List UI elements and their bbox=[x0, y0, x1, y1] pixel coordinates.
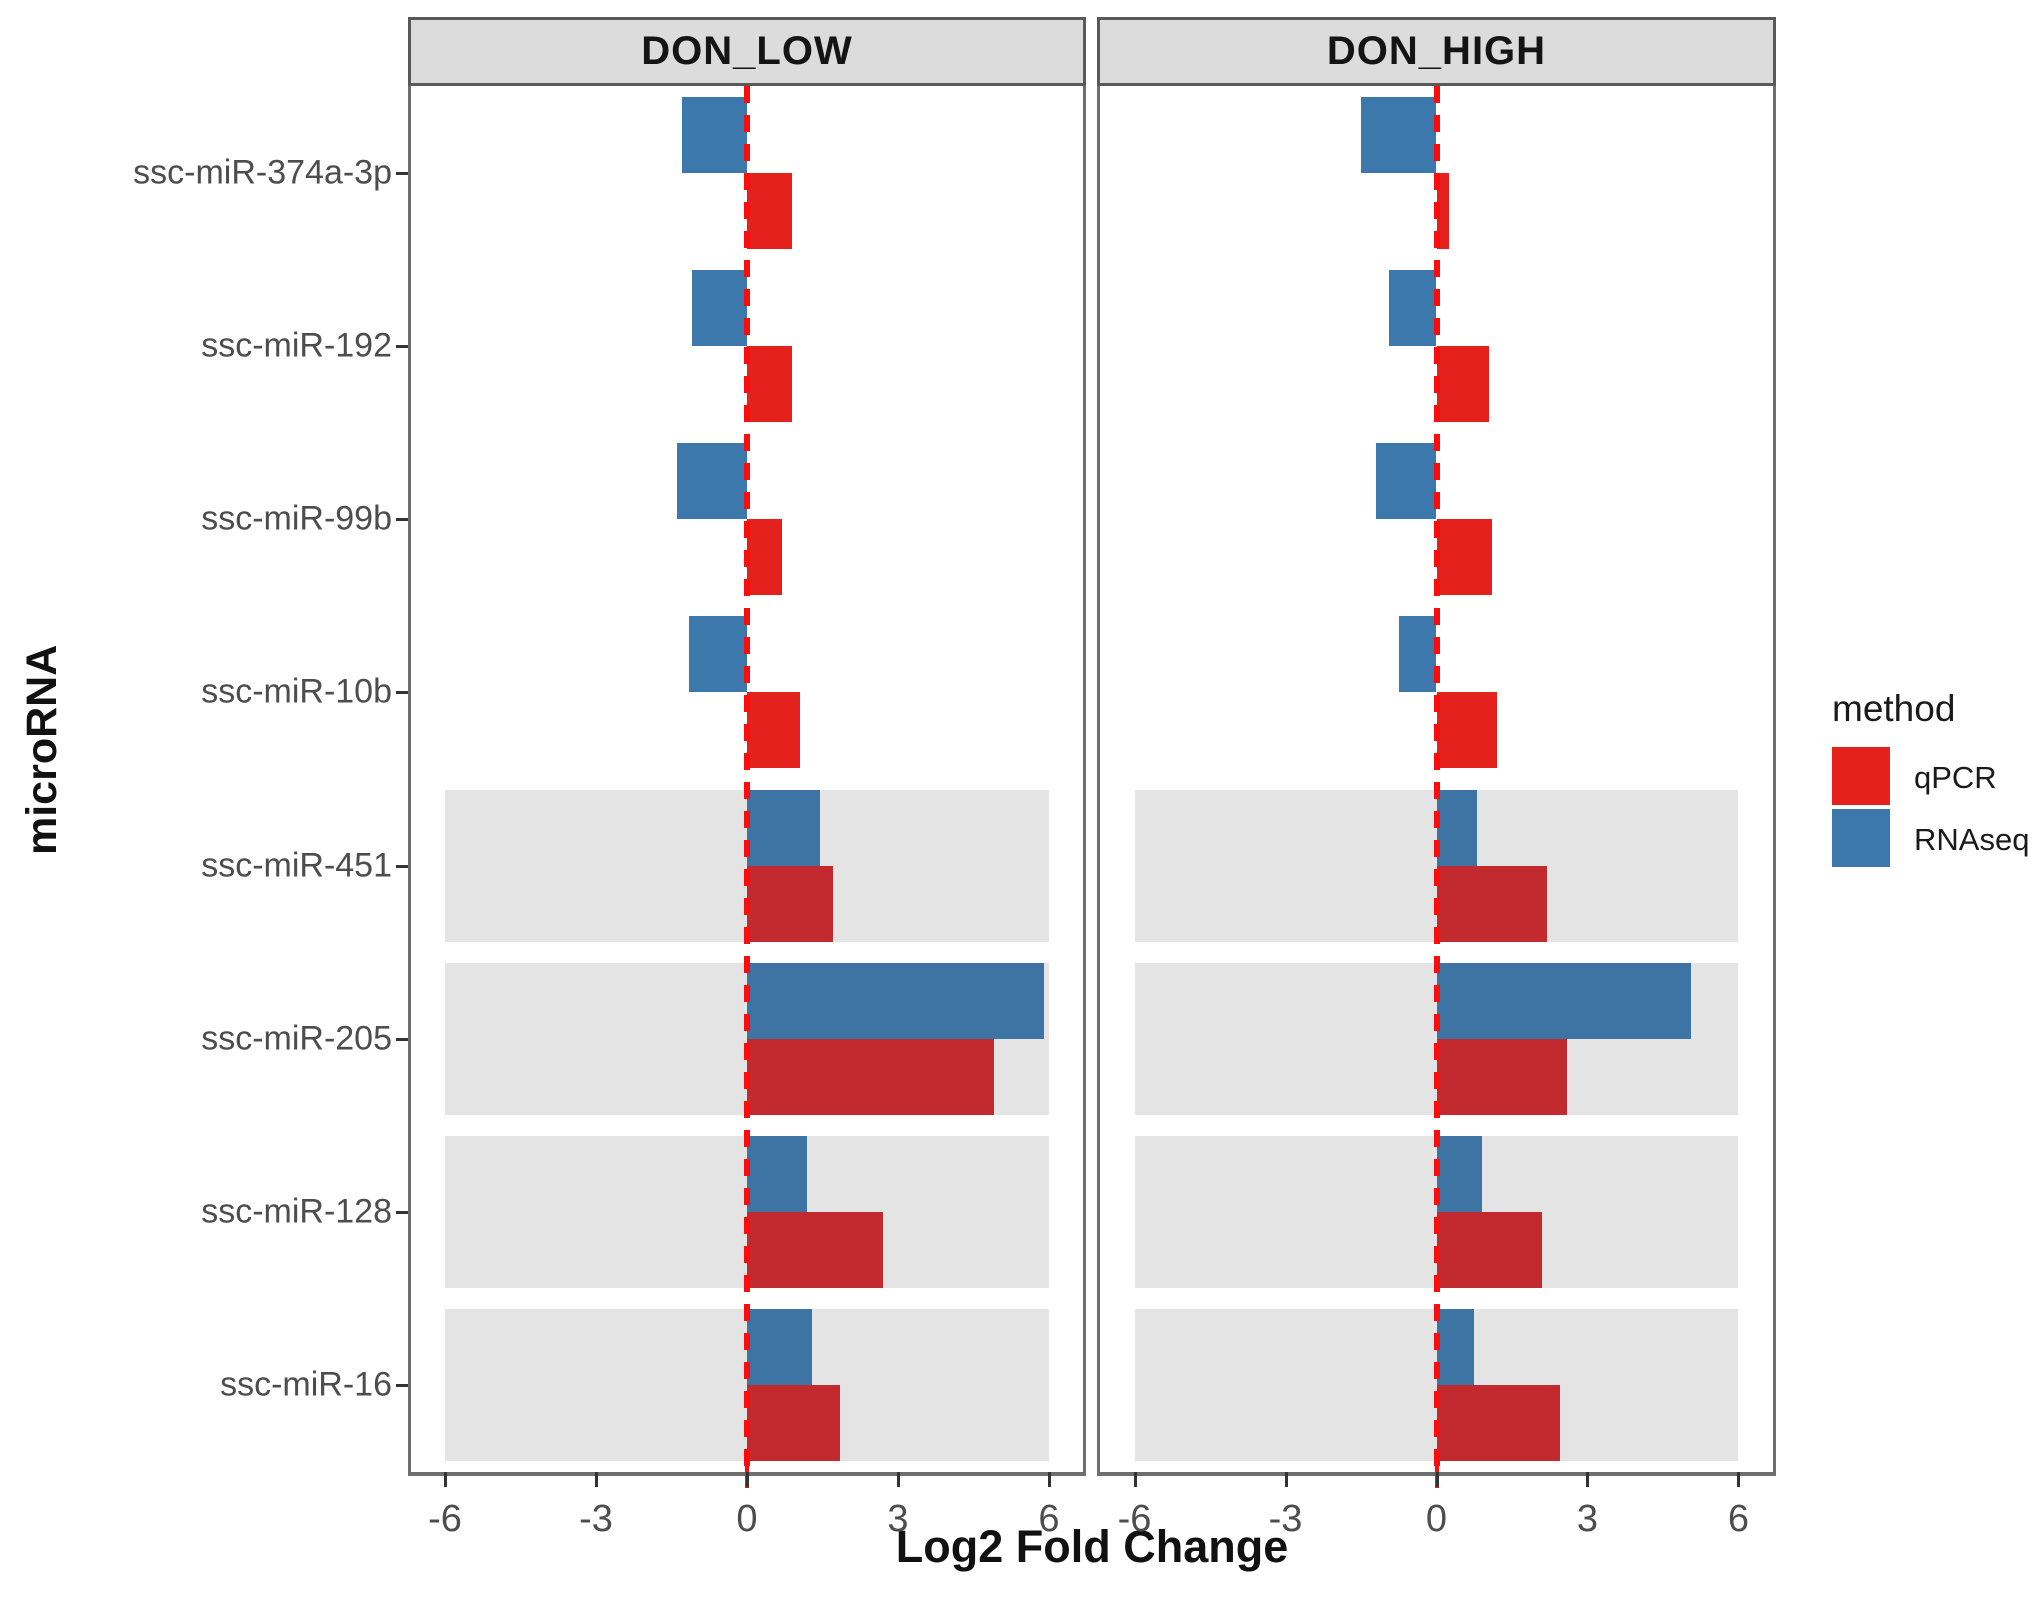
y-axis-label: ssc-miR-10b bbox=[201, 672, 392, 711]
x-tick-label: -6 bbox=[428, 1498, 462, 1540]
bar-qpcr-ssc-miR-205 bbox=[1436, 1038, 1568, 1115]
bar-qpcr-ssc-miR-451 bbox=[747, 865, 833, 942]
x-tick-label: 0 bbox=[1425, 1498, 1448, 1540]
bar-rnaseq-ssc-miR-128 bbox=[1436, 1136, 1482, 1213]
bar-qpcr-ssc-miR-99b bbox=[1436, 519, 1492, 596]
x-tick bbox=[1284, 1472, 1288, 1487]
facet-title-don-low: DON_LOW bbox=[641, 29, 853, 73]
legend-title: method bbox=[1832, 688, 1956, 729]
x-tick-label: 0 bbox=[736, 1498, 758, 1540]
bar-qpcr-ssc-miR-128 bbox=[1436, 1212, 1543, 1289]
bar-qpcr-ssc-miR-16 bbox=[1436, 1385, 1560, 1462]
facet-strip-don-low: DON_LOW bbox=[408, 17, 1086, 86]
bar-rnaseq-ssc-miR-10b bbox=[689, 616, 747, 693]
bar-rnaseq-ssc-miR-99b bbox=[1376, 443, 1437, 520]
bar-qpcr-ssc-miR-451 bbox=[1436, 865, 1548, 942]
y-tick bbox=[396, 518, 408, 522]
zero-reference-line bbox=[1433, 86, 1440, 1472]
x-tick-label: 3 bbox=[1576, 1498, 1599, 1540]
x-tick-label: -6 bbox=[1117, 1498, 1152, 1540]
legend-swatch-qpcr bbox=[1832, 747, 1890, 805]
bar-qpcr-ssc-miR-192 bbox=[747, 345, 793, 422]
x-tick bbox=[595, 1472, 598, 1487]
y-tick bbox=[396, 344, 408, 348]
y-axis-label: ssc-miR-205 bbox=[201, 1019, 392, 1058]
x-tick bbox=[1737, 1472, 1741, 1487]
bar-qpcr-ssc-miR-374a-3p bbox=[747, 172, 793, 249]
bar-qpcr-ssc-miR-205 bbox=[747, 1038, 994, 1115]
x-axis-title: Log2 Fold Change bbox=[895, 1521, 1289, 1572]
x-tick-label: 3 bbox=[887, 1498, 909, 1540]
x-tick bbox=[896, 1472, 900, 1487]
bar-rnaseq-ssc-miR-10b bbox=[1398, 616, 1437, 693]
x-tick-label: -3 bbox=[1268, 1498, 1303, 1540]
y-axis-label: ssc-miR-16 bbox=[220, 1365, 392, 1404]
y-tick bbox=[396, 1037, 408, 1041]
facet-strip-don-high: DON_HIGH bbox=[1097, 17, 1776, 86]
bar-rnaseq-ssc-miR-128 bbox=[747, 1136, 808, 1213]
x-tick bbox=[746, 1472, 749, 1487]
bar-qpcr-ssc-miR-10b bbox=[747, 692, 800, 769]
y-axis-label: ssc-miR-128 bbox=[201, 1192, 392, 1231]
x-tick-label: 6 bbox=[1038, 1498, 1060, 1540]
bar-rnaseq-ssc-miR-192 bbox=[1388, 269, 1437, 346]
y-tick bbox=[396, 1211, 408, 1215]
bar-rnaseq-ssc-miR-451 bbox=[747, 789, 820, 866]
y-axis-label: ssc-miR-451 bbox=[201, 846, 392, 885]
bar-qpcr-ssc-miR-192 bbox=[1436, 345, 1490, 422]
legend-swatch-rnaseq bbox=[1832, 809, 1890, 867]
x-tick-label: -3 bbox=[579, 1498, 613, 1540]
bar-rnaseq-ssc-miR-192 bbox=[691, 269, 747, 346]
zero-reference-line bbox=[744, 86, 750, 1472]
bar-qpcr-ssc-miR-16 bbox=[747, 1385, 841, 1462]
x-tick bbox=[1586, 1472, 1590, 1487]
y-tick bbox=[396, 1384, 408, 1388]
legend-label-qpcr: qPCR bbox=[1914, 760, 1997, 795]
y-axis-label: ssc-miR-99b bbox=[201, 499, 392, 538]
facet-title-don-high: DON_HIGH bbox=[1326, 29, 1547, 73]
bar-rnaseq-ssc-miR-205 bbox=[1436, 962, 1691, 1039]
x-tick bbox=[444, 1472, 448, 1487]
bar-qpcr-ssc-miR-10b bbox=[1436, 692, 1497, 769]
y-tick bbox=[396, 691, 408, 695]
bar-qpcr-ssc-miR-99b bbox=[747, 519, 783, 596]
y-tick bbox=[396, 171, 408, 175]
bar-rnaseq-ssc-miR-99b bbox=[676, 443, 747, 520]
bar-qpcr-ssc-miR-374a-3p bbox=[1436, 172, 1450, 249]
y-axis-label: ssc-miR-374a-3p bbox=[133, 153, 392, 192]
x-tick-label: 6 bbox=[1727, 1498, 1750, 1540]
bar-rnaseq-ssc-miR-374a-3p bbox=[681, 96, 747, 173]
bar-rnaseq-ssc-miR-16 bbox=[1436, 1309, 1475, 1386]
bar-rnaseq-ssc-miR-451 bbox=[1436, 789, 1477, 866]
x-tick bbox=[1047, 1472, 1051, 1487]
y-axis-label: ssc-miR-192 bbox=[201, 326, 392, 365]
x-tick bbox=[1435, 1472, 1439, 1487]
bar-rnaseq-ssc-miR-16 bbox=[747, 1309, 813, 1386]
bar-qpcr-ssc-miR-128 bbox=[747, 1212, 883, 1289]
y-tick bbox=[396, 864, 408, 868]
x-tick bbox=[1133, 1472, 1137, 1487]
bar-rnaseq-ssc-miR-374a-3p bbox=[1361, 96, 1437, 173]
bar-rnaseq-ssc-miR-205 bbox=[747, 962, 1044, 1039]
legend-label-rnaseq: RNAseq bbox=[1914, 822, 2030, 857]
